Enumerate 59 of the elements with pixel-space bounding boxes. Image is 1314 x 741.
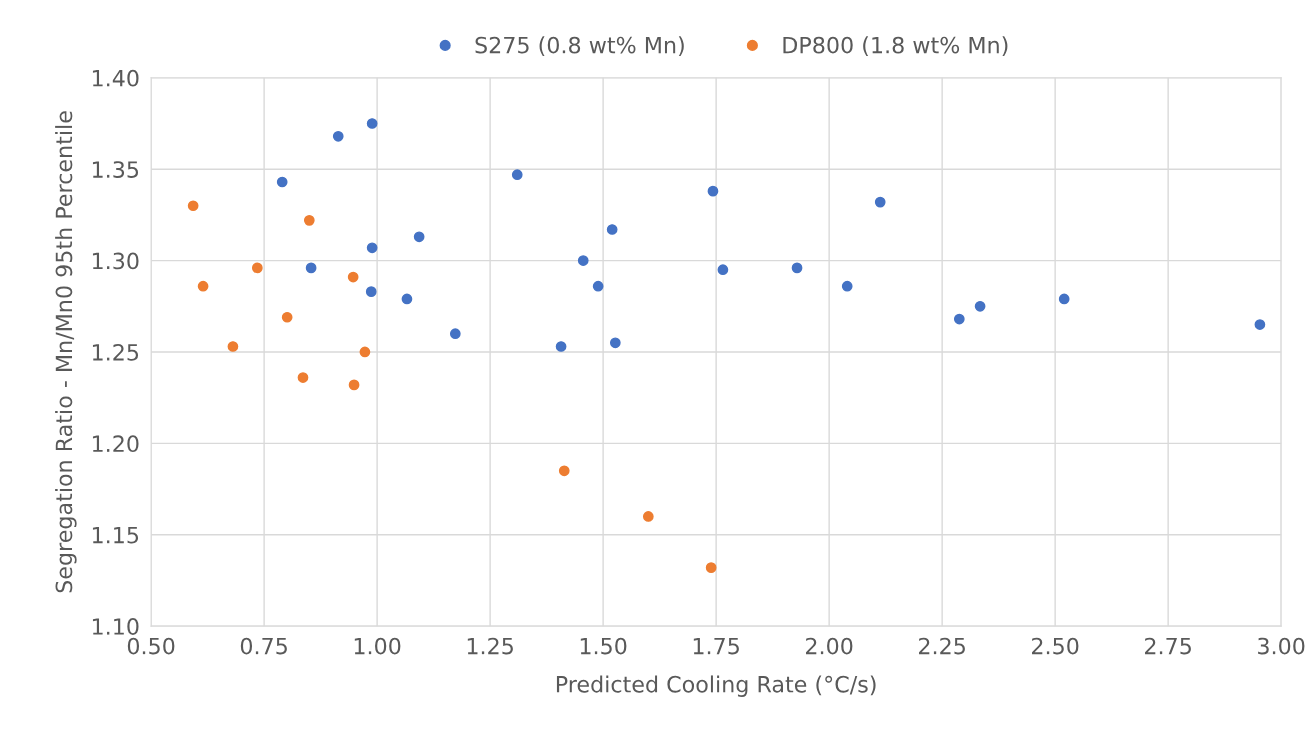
point [413,231,425,243]
point [227,341,239,352]
x-tick-label: 2.75 [1145,637,1191,655]
point [187,200,199,212]
y-tick-label: 1.40 [92,69,139,87]
x-tick-label: 3.00 [1258,637,1305,655]
point [791,262,803,274]
x-axis-title: Predicted Cooling Rate (°C/s) [556,675,876,697]
x-tick-label: 0.75 [240,637,287,655]
point [251,262,263,274]
x-tick-label: 1.25 [467,637,513,655]
point [874,196,886,208]
point [297,372,309,383]
point [366,242,378,254]
point [1058,293,1070,305]
x-tick-label: 2.50 [1032,637,1079,655]
y-tick-label: 1.10 [92,618,139,635]
y-tick-label: 1.35 [92,161,139,178]
y-tick-label: 1.25 [92,343,139,361]
point [577,255,589,266]
point [974,300,986,312]
point [366,118,378,129]
point [281,311,293,323]
x-tick-label: 1.00 [354,637,401,655]
point [449,328,461,340]
y-tick-label: 1.20 [92,435,139,453]
point [1254,319,1266,330]
point [705,562,717,574]
point [332,130,344,142]
y-tick-label: 1.15 [92,527,139,544]
point [609,337,621,349]
y-tick-label: 1.30 [92,252,139,270]
y-axis-title: Segregation Ratio - Mn/Mn0 95th Percentile [55,111,77,593]
point [558,465,570,477]
legend-label: S275 (0.8 wt% Mn) [475,36,684,57]
x-tick-label: 1.75 [693,637,739,655]
point [305,262,317,274]
point [347,271,359,283]
point [276,176,288,188]
legend-label: DP800 (1.8 wt% Mn) [783,36,1008,57]
x-tick-label: 2.25 [919,637,965,655]
x-tick-label: 0.50 [127,637,175,655]
x-tick-label: 1.50 [580,637,627,655]
point [953,313,965,325]
point [348,379,360,391]
point [365,286,377,298]
point [197,280,209,292]
point [511,169,523,181]
point [359,346,371,358]
point [303,215,315,226]
point [606,224,618,235]
x-tick-label: 2.00 [806,637,853,655]
point [841,280,853,292]
point [642,511,654,522]
point [555,341,567,352]
point [717,264,729,276]
point [707,185,719,197]
point [401,293,413,305]
point [592,280,604,292]
